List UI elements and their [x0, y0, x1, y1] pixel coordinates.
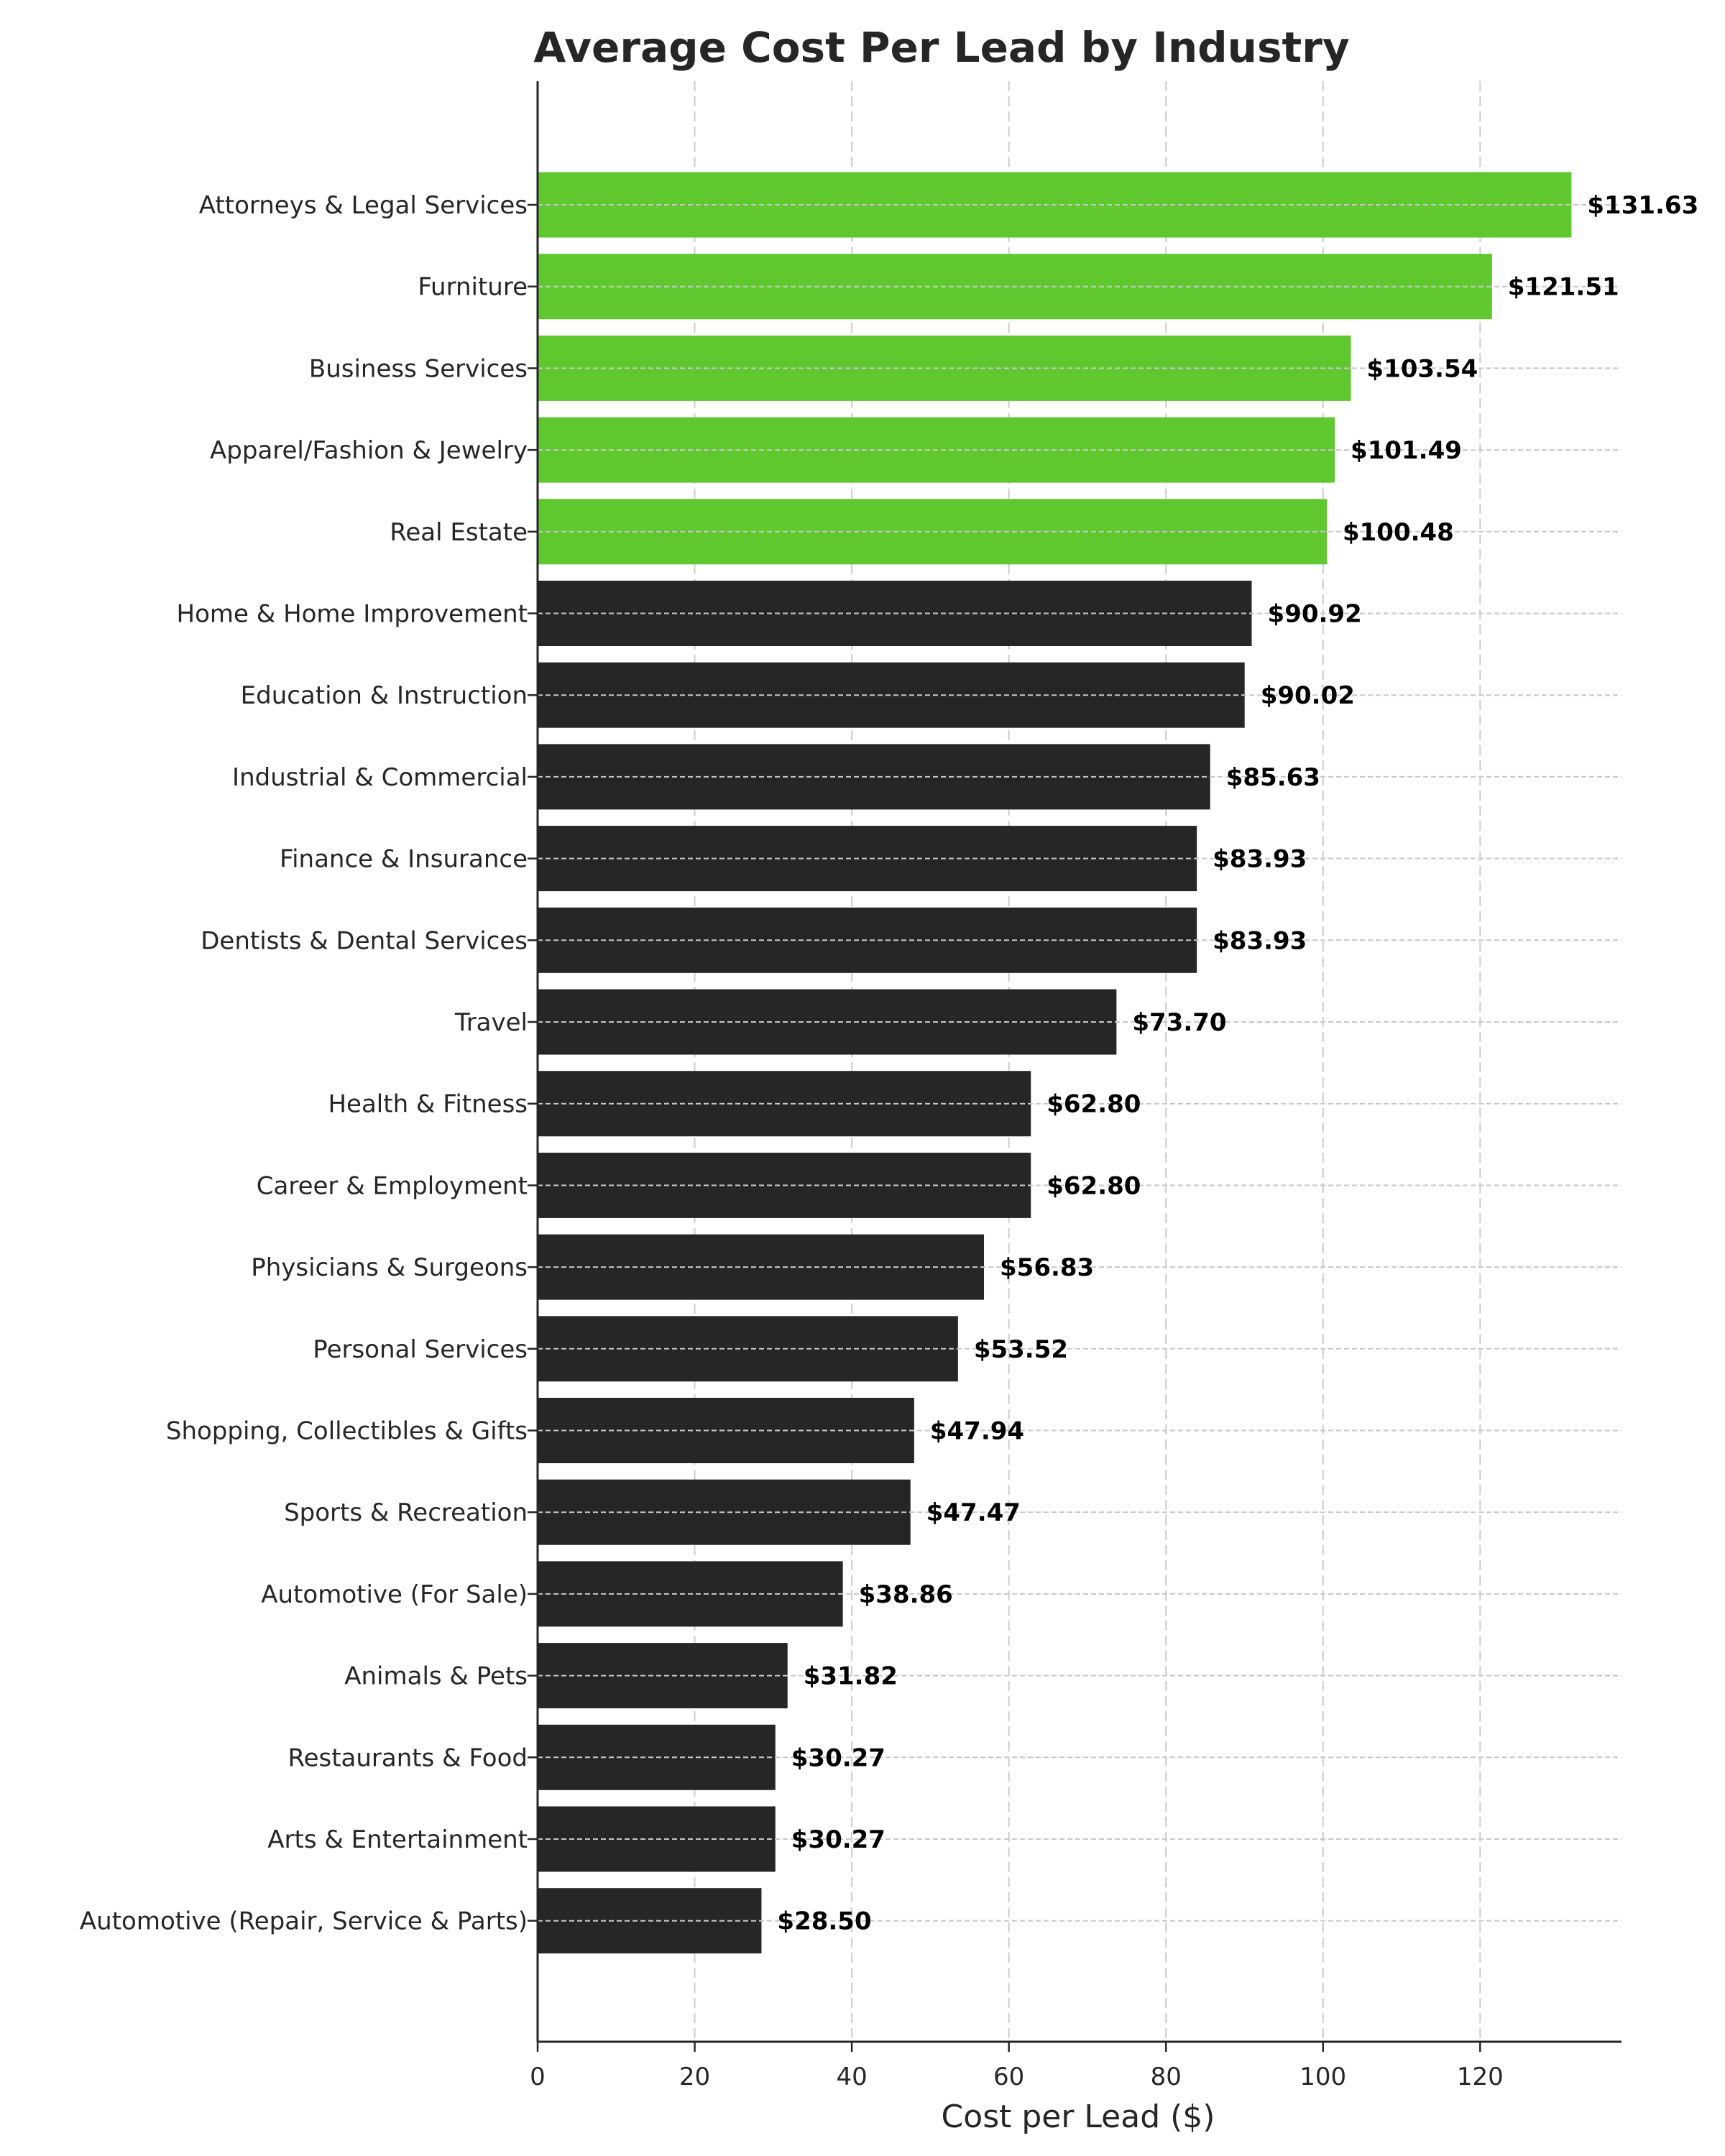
data-label: $100.48: [1343, 518, 1454, 547]
data-label: $121.51: [1508, 273, 1619, 302]
x-tick-label: 0: [530, 2063, 546, 2091]
x-tick-label: 120: [1457, 2063, 1504, 2091]
category-label: Physicians & Surgeons: [251, 1253, 528, 1282]
data-label: $83.93: [1213, 845, 1307, 874]
data-label: $62.80: [1046, 1171, 1141, 1200]
category-label: Business Services: [309, 354, 528, 383]
x-axis-label: Cost per Lead ($): [942, 2099, 1215, 2135]
data-label: $30.27: [791, 1825, 886, 1854]
category-label: Apparel/Fashion & Jewelry: [210, 436, 528, 465]
data-label: $90.92: [1268, 600, 1362, 629]
category-label: Furniture: [418, 273, 528, 302]
chart-title: Average Cost Per Lead by Industry: [533, 23, 1349, 72]
data-labels: $131.63 $121.51 $103.54 $101.49 $100.48 $90.9…: [777, 191, 1698, 1936]
row-gridlines: [538, 204, 1622, 1922]
data-label: $85.63: [1226, 763, 1320, 792]
category-label: Real Estate: [390, 518, 528, 547]
x-tick-label: 60: [993, 2063, 1024, 2091]
data-label: $83.93: [1213, 926, 1307, 955]
category-label: Shopping, Collectibles & Gifts: [166, 1417, 528, 1446]
data-label: $103.54: [1366, 354, 1478, 383]
category-label: Automotive (For Sale): [261, 1580, 528, 1609]
data-label: $56.83: [1000, 1253, 1094, 1282]
category-label: Travel: [454, 1008, 528, 1037]
category-label: Home & Home Improvement: [177, 600, 528, 629]
data-label: $31.82: [804, 1662, 898, 1691]
category-label: Sports & Recreation: [284, 1498, 528, 1527]
category-label: Industrial & Commercial: [232, 763, 528, 792]
category-label: Health & Fitness: [328, 1090, 528, 1119]
data-label: $131.63: [1587, 191, 1698, 220]
category-label: Personal Services: [313, 1335, 528, 1364]
data-label: $90.02: [1261, 681, 1355, 710]
category-labels: Attorneys & Legal Services Furniture Busin…: [80, 191, 528, 1936]
category-label: Finance & Insurance: [280, 845, 528, 874]
x-tick-label: 100: [1300, 2063, 1346, 2091]
category-label: Animals & Pets: [344, 1662, 528, 1691]
x-tick-label: 80: [1151, 2063, 1182, 2091]
axes: [528, 81, 1622, 2052]
category-label: Arts & Entertainment: [267, 1825, 528, 1854]
x-tick-label: 20: [679, 2063, 710, 2091]
data-label: $30.27: [791, 1743, 886, 1772]
data-label: $62.80: [1046, 1090, 1141, 1119]
data-label: $101.49: [1351, 436, 1462, 465]
category-label: Career & Employment: [257, 1171, 528, 1200]
data-label: $47.47: [926, 1498, 1021, 1527]
category-label: Education & Instruction: [241, 681, 528, 710]
category-label: Attorneys & Legal Services: [199, 191, 528, 220]
data-label: $53.52: [974, 1335, 1068, 1364]
category-label: Dentists & Dental Services: [201, 926, 528, 955]
grid: [537, 81, 1481, 2042]
x-tick-label: 40: [836, 2063, 867, 2091]
data-label: $38.86: [859, 1580, 953, 1609]
bar: [538, 1398, 914, 1463]
bar: [538, 1643, 788, 1709]
category-label: Automotive (Repair, Service & Parts): [80, 1907, 528, 1936]
data-label: $47.94: [930, 1417, 1024, 1446]
category-label: Restaurants & Food: [288, 1743, 528, 1772]
x-tick-labels: 0 20 40 60 80 100 120: [530, 2063, 1504, 2091]
bar: [538, 499, 1327, 565]
data-label: $28.50: [777, 1907, 871, 1936]
data-label: $73.70: [1132, 1008, 1226, 1037]
